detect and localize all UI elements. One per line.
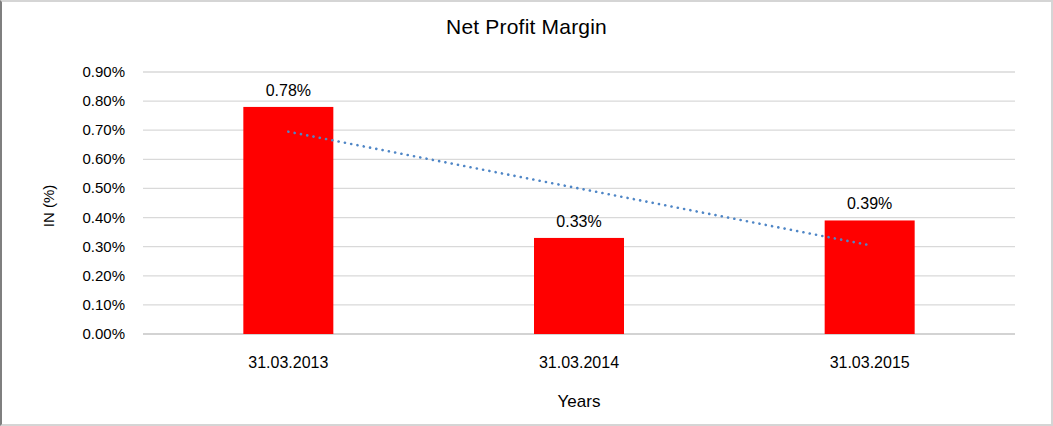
bar [825,220,915,334]
bar-data-label: 0.78% [266,82,311,99]
category-label: 31.03.2013 [248,354,328,371]
category-label: 31.03.2014 [539,354,619,371]
y-tick-label: 0.10% [82,296,125,313]
y-tick-label: 0.00% [82,325,125,342]
chart-frame: Net Profit Margin IN (%) Years 0.00%0.10… [0,0,1053,426]
bar [534,238,624,334]
bar [243,107,333,334]
y-tick-label: 0.40% [82,209,125,226]
plot-area: 0.00% 0.10% 0.20% 0.30% 0.40% 0.50% 0.60% 0.70%… [2,2,1051,424]
y-tick-label: 0.90% [82,63,125,80]
y-tick-label: 0.60% [82,150,125,167]
y-tick-label: 0.70% [82,121,125,138]
y-tick-label: 0.80% [82,92,125,109]
y-tick-label: 0.20% [82,267,125,284]
category-label: 31.03.2015 [830,354,910,371]
bar-data-label: 0.33% [556,213,601,230]
y-tick-label: 0.50% [82,179,125,196]
bar-data-label: 0.39% [847,195,892,212]
y-tick-label: 0.30% [82,238,125,255]
